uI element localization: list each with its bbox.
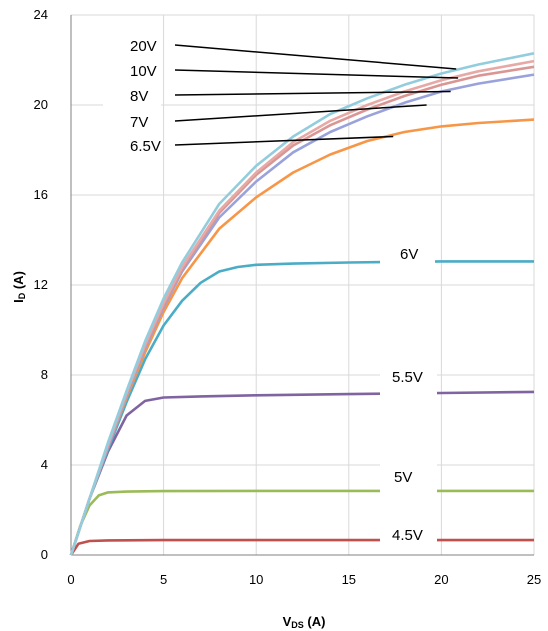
leader-line — [174, 69, 459, 79]
curve-label: 8V — [130, 88, 148, 105]
series-line-5-5v — [69, 390, 535, 556]
axes — [70, 15, 534, 556]
leader-line — [174, 90, 451, 96]
curve-label: 5.5V — [392, 369, 423, 386]
curve-label: 6.5V — [130, 138, 161, 155]
x-tick-label: 15 — [342, 572, 356, 587]
curve-labels: 20V 10V 8V 7V 6.5V 6V 5.5V 5V 4.5V — [130, 38, 459, 544]
x-tick-label: 10 — [249, 572, 263, 587]
label-gap — [380, 464, 437, 500]
x-axis-title: VDS (A) — [283, 614, 326, 630]
curve-label: 7V — [130, 114, 148, 131]
y-tick-label: 4 — [41, 457, 48, 472]
label-masks — [103, 33, 437, 552]
curve-label: 10V — [130, 63, 157, 80]
leader-line — [174, 104, 427, 122]
curve-label: 5V — [394, 469, 412, 486]
label-gap — [380, 526, 437, 552]
x-tick-label: 20 — [434, 572, 448, 587]
y-tick-label: 12 — [34, 277, 48, 292]
curve-label: 4.5V — [392, 527, 423, 544]
series-line-20v — [69, 52, 535, 556]
y-tick-label: 8 — [41, 367, 48, 382]
leader-line — [174, 44, 457, 70]
curve-label: 6V — [400, 246, 418, 263]
y-axis-title: ID (A) — [11, 271, 27, 303]
label-gap — [380, 246, 435, 272]
y-tick-label: 20 — [34, 97, 48, 112]
label-mask — [103, 33, 161, 161]
x-tick-label: 0 — [67, 572, 74, 587]
y-tick-label: 0 — [41, 547, 48, 562]
x-tick-label: 5 — [160, 572, 167, 587]
curve-label: 20V — [130, 38, 157, 55]
y-tick-label: 16 — [34, 187, 48, 202]
series-line-5v — [69, 489, 534, 556]
series-line-6v — [69, 260, 534, 556]
tick-labels: 0 5 10 15 20 25 0 4 8 12 16 20 24 — [34, 7, 542, 587]
x-tick-label: 25 — [527, 572, 541, 587]
leader-line — [174, 135, 394, 146]
label-gap — [380, 360, 437, 404]
y-tick-label: 24 — [34, 7, 48, 22]
series-line-4-5v — [69, 538, 534, 556]
